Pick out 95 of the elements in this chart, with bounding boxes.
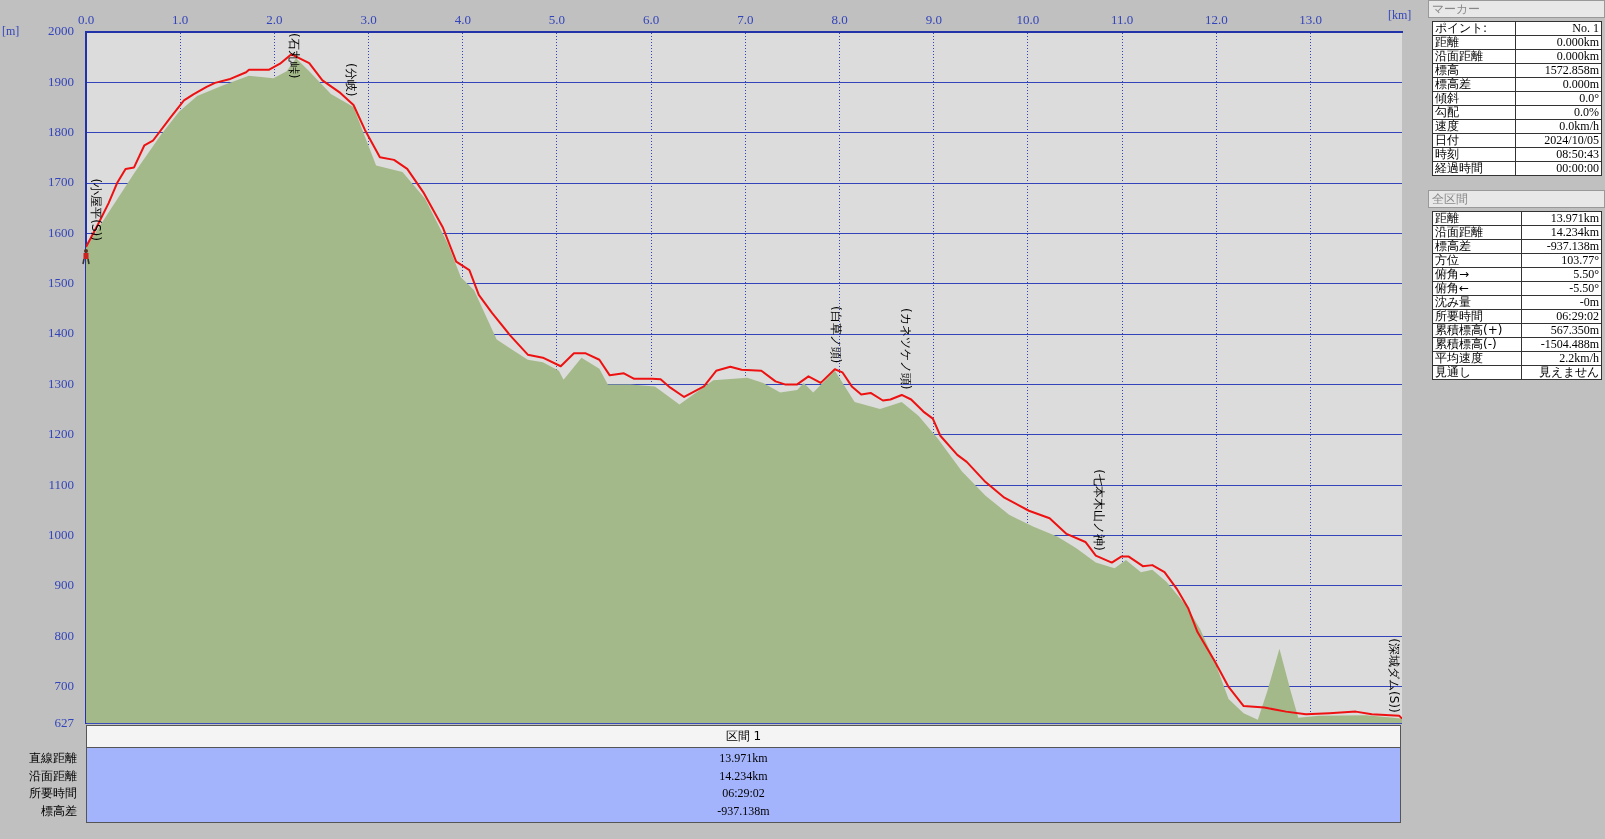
y-tick-label: 900: [54, 577, 74, 593]
y-tick-label: 700: [54, 677, 74, 693]
text: 勾配: [1432, 105, 1516, 120]
text: 1572.858m: [1515, 63, 1602, 78]
y-tick-label: 2000: [48, 23, 74, 39]
text: 0.000km: [1515, 49, 1602, 64]
x-tick-label: 11.0: [1111, 11, 1134, 27]
text: ポイント:: [1432, 21, 1516, 36]
x-tick-label: 9.0: [925, 11, 942, 27]
text: 沿面距離: [29, 767, 77, 785]
text: 0.0km/h: [1515, 119, 1602, 134]
text: 13.971km: [1521, 210, 1602, 225]
text: 方位: [1432, 252, 1522, 267]
text: 2024/10/05: [1515, 133, 1602, 148]
text: 0.0%: [1515, 105, 1602, 120]
x-tick-label: 12.0: [1204, 11, 1228, 27]
text: 沿面距離: [1432, 224, 1522, 239]
text: 沿面距離: [1432, 49, 1516, 64]
text: 区間 1: [86, 725, 1401, 748]
text: マーカー: [1428, 0, 1605, 18]
y-tick-label: 1900: [48, 73, 74, 89]
text: -937.138m: [1521, 238, 1602, 253]
x-tick-label: 1.0: [172, 11, 189, 27]
annotation: (カネツケノ頭): [899, 308, 914, 390]
text: 00:00:00: [1515, 161, 1602, 176]
text: 全区間: [1428, 189, 1605, 208]
text: 所要時間: [1432, 308, 1522, 323]
text: 標高差: [1432, 77, 1516, 92]
text: -5.50°: [1521, 280, 1602, 295]
y-tick-label: 1200: [48, 426, 74, 442]
y-tick-label: 1600: [48, 224, 74, 240]
text: -0m: [1521, 294, 1602, 309]
x-tick-label: 2.0: [266, 11, 283, 27]
y-tick-label: 1400: [48, 325, 74, 341]
text: 06:29:02: [722, 786, 765, 800]
y-axis-title: [m]: [2, 24, 20, 39]
text: 14.234km: [1521, 224, 1602, 239]
text: 傾斜: [1432, 91, 1516, 106]
annotation: (石丸峠): [287, 33, 302, 79]
text: -937.138m: [717, 803, 770, 818]
y-tick-label: 1300: [48, 375, 74, 391]
text: 見通し: [1432, 364, 1522, 379]
text: 俯角→: [1432, 266, 1522, 281]
text: 所要時間: [29, 785, 77, 802]
text: -1504.488m: [1521, 336, 1602, 351]
x-tick-label: 10.0: [1016, 11, 1040, 27]
text: 5.50°: [1521, 266, 1602, 281]
text: 見えません: [1521, 364, 1602, 379]
text: 日付: [1432, 133, 1516, 148]
annotation: (深城ダム(S)): [1386, 638, 1401, 713]
text: 平均速度: [1432, 350, 1522, 365]
text: 時刻: [1432, 147, 1516, 162]
text: 06:29:02: [1521, 308, 1602, 323]
text: 標高: [1432, 63, 1516, 78]
text: 沈み量: [1432, 294, 1522, 309]
x-tick-label: 7.0: [737, 11, 754, 27]
text: 経過時間: [1432, 161, 1516, 176]
text: 13.971km: [719, 751, 768, 765]
text: 累積標高(-): [1432, 336, 1522, 351]
text: 距離: [1432, 210, 1522, 225]
text: 直線距離: [29, 750, 77, 767]
text: 標高差: [41, 802, 77, 820]
x-tick-label: 4.0: [454, 11, 471, 27]
x-tick-label: 6.0: [643, 11, 660, 27]
y-tick-label: 627: [54, 714, 75, 730]
x-tick-label: 3.0: [360, 11, 377, 27]
x-tick-label: 0.0: [77, 11, 95, 27]
x-axis-title: [km]: [1388, 8, 1412, 23]
text: 08:50:43: [1515, 147, 1602, 162]
y-tick-label: 1700: [48, 174, 74, 190]
text: 速度: [1432, 119, 1516, 134]
text: 567.350m: [1521, 322, 1602, 337]
y-tick-label: 1100: [48, 476, 74, 492]
text: 距離: [1432, 35, 1516, 50]
text: 標高差: [1432, 238, 1522, 253]
y-tick-label: 1000: [48, 526, 74, 542]
text: 0.000m: [1515, 77, 1602, 92]
annotation: (七本木山ノ神): [1092, 469, 1107, 551]
text: 2.2km/h: [1521, 350, 1602, 365]
x-tick-label: 13.0: [1299, 11, 1322, 27]
text: 0.0°: [1515, 91, 1602, 106]
y-tick-label: 1500: [48, 275, 74, 291]
annotation: (分岐): [343, 63, 358, 97]
y-tick-label: 1800: [48, 124, 74, 140]
text: 0.000km: [1515, 35, 1602, 50]
text: 103.77°: [1521, 252, 1602, 267]
y-tick-label: 800: [54, 627, 74, 643]
x-tick-label: 5.0: [548, 11, 566, 27]
text: No. 1: [1515, 21, 1602, 36]
annotation: (白草ノ頭): [828, 305, 843, 364]
text: 累積標高(+): [1432, 322, 1522, 337]
annotation: (小屋平(S)): [88, 178, 103, 241]
x-tick-label: 8.0: [831, 11, 848, 27]
text: 俯角←: [1432, 280, 1522, 295]
text: 14.234km: [719, 768, 768, 783]
